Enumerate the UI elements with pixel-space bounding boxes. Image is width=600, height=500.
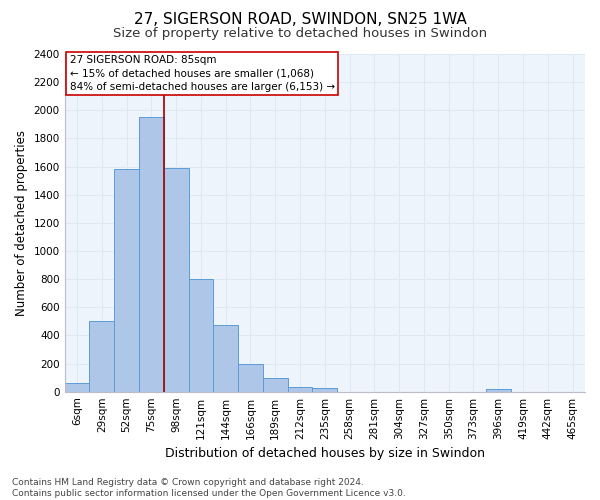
Bar: [263, 378, 287, 392]
Bar: [188, 279, 214, 392]
Text: Contains HM Land Registry data © Crown copyright and database right 2024.
Contai: Contains HM Land Registry data © Crown c…: [12, 478, 406, 498]
Bar: [139, 118, 164, 392]
Bar: [114, 170, 139, 392]
Text: 27 SIGERSON ROAD: 85sqm
← 15% of detached houses are smaller (1,068)
84% of semi: 27 SIGERSON ROAD: 85sqm ← 15% of detache…: [70, 56, 335, 92]
Bar: [164, 168, 188, 392]
Bar: [89, 322, 114, 392]
Bar: [287, 387, 313, 392]
Text: 27, SIGERSON ROAD, SWINDON, SN25 1WA: 27, SIGERSON ROAD, SWINDON, SN25 1WA: [134, 12, 466, 28]
Bar: [486, 389, 511, 392]
X-axis label: Distribution of detached houses by size in Swindon: Distribution of detached houses by size …: [165, 447, 485, 460]
Bar: [313, 388, 337, 392]
Bar: [65, 383, 89, 392]
Y-axis label: Number of detached properties: Number of detached properties: [15, 130, 28, 316]
Bar: [214, 325, 238, 392]
Text: Size of property relative to detached houses in Swindon: Size of property relative to detached ho…: [113, 28, 487, 40]
Bar: [238, 364, 263, 392]
